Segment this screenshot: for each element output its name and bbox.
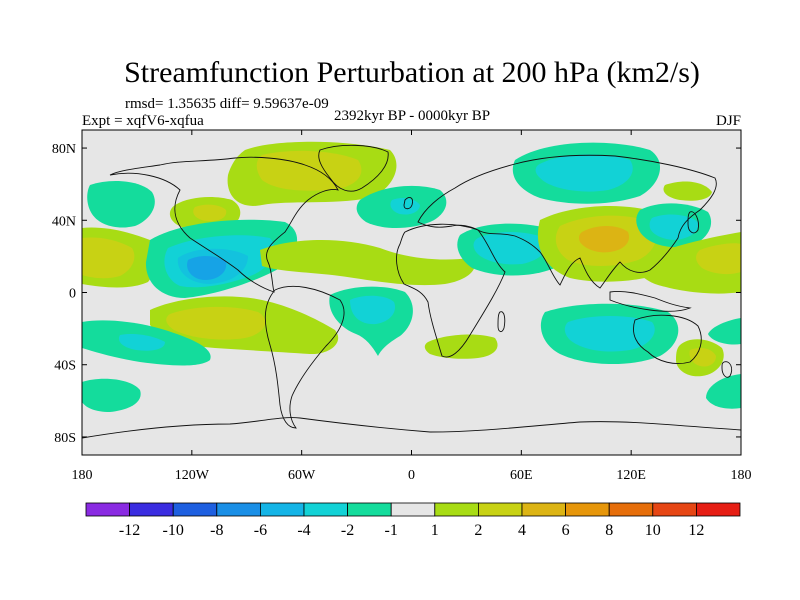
region-atl-positive <box>260 239 475 286</box>
colorbar-box <box>390 502 436 517</box>
experiment-label: Expt = xqfV6-xqfua <box>82 113 204 129</box>
colorbar-label: 2 <box>474 522 482 539</box>
colorbar-box <box>129 502 174 517</box>
colorbar-label: -8 <box>210 522 223 539</box>
colorbar-box <box>216 502 261 517</box>
axes: 180 120W 60W 0 60E 120E 180 80N 40N 0 40S 80S <box>52 130 752 483</box>
coast-madagascar <box>497 311 506 333</box>
coast-antarctica <box>82 417 741 439</box>
region-na-ridge-inner <box>256 150 362 191</box>
coast-greenland <box>318 144 389 192</box>
coast-eurasia <box>417 154 717 289</box>
colorbar-label: 6 <box>562 522 570 539</box>
region-sepac-positive-inner <box>166 306 266 340</box>
coastlines <box>82 144 741 439</box>
y-tick-label: 40S <box>54 359 76 374</box>
region-siberia-negative-inner <box>535 154 633 192</box>
region-cpac-positive-inner <box>82 237 135 279</box>
colorbar-label: -12 <box>119 522 140 539</box>
x-tick-label: 0 <box>408 468 415 483</box>
colorbar-label: -1 <box>385 522 398 539</box>
x-tick-label: 120W <box>175 468 210 483</box>
coast-africa <box>396 223 506 358</box>
season-label: DJF <box>716 113 741 129</box>
region-mideast-negative-inner <box>473 232 548 265</box>
colorbar-label: 4 <box>518 522 526 539</box>
colorbar-box <box>85 502 130 517</box>
stats-label: rmsd= 1.35635 diff= 9.59637e-09 <box>125 96 329 112</box>
chart-title: Streamfunction Perturbation at 200 hPa (… <box>124 56 700 89</box>
region-swpac-negative-south <box>706 374 741 409</box>
region-tasman-positive-inner <box>689 348 716 367</box>
region-na-positive-inner <box>193 204 227 222</box>
colorbar-box <box>565 502 610 517</box>
period-label: 2392kyr BP - 0000kyr BP <box>334 108 490 124</box>
region-spac-negative-inner <box>118 333 165 351</box>
colorbar-label: 1 <box>431 522 439 539</box>
colorbar-box <box>652 502 697 517</box>
x-tick-label: 60E <box>510 468 533 483</box>
colorbar-box <box>608 502 654 517</box>
colorbar-box <box>303 502 348 517</box>
colorbar-label: -4 <box>297 522 310 539</box>
colorbar-box <box>259 502 305 517</box>
region-npac-negative <box>87 180 155 228</box>
colorbar-label: 8 <box>605 522 613 539</box>
region-epac-negative-core2 <box>177 248 248 284</box>
colorbar-label: -10 <box>163 522 184 539</box>
region-swpac-negative-east <box>708 318 741 345</box>
y-tick-label: 0 <box>69 287 76 302</box>
region-wpac-positive-inner <box>696 243 741 275</box>
colorbar-label: 12 <box>688 522 704 539</box>
coast-uk <box>403 197 413 210</box>
coast-maritime-continent <box>609 291 692 312</box>
x-tick-label: 180 <box>72 468 93 483</box>
y-tick-label: 80N <box>52 142 76 157</box>
region-safrica-positive <box>424 334 498 359</box>
contour-fill <box>82 141 741 412</box>
coast-australia <box>633 314 702 364</box>
colorbar-box <box>521 502 566 517</box>
colorbar-box <box>347 502 392 517</box>
region-sio-negative-inner <box>564 316 655 352</box>
colorbar-box <box>477 502 523 517</box>
region-tibet-positive-core <box>578 226 630 253</box>
x-tick-label: 120E <box>616 468 646 483</box>
coast-new-zealand <box>721 361 733 378</box>
coast-japan <box>687 211 699 234</box>
x-tick-label: 180 <box>731 468 752 483</box>
colorbar-label: -2 <box>341 522 354 539</box>
colorbar: -12 -10 -8 -6 -4 -2 -1 1 2 4 6 8 10 12 <box>85 502 741 539</box>
coast-south-america <box>264 285 345 429</box>
y-tick-label: 40N <box>52 214 76 229</box>
x-tick-label: 60W <box>288 468 316 483</box>
region-satl-negative-inner <box>350 295 396 325</box>
colorbar-box <box>696 502 741 517</box>
y-tick-label: 80S <box>54 431 76 446</box>
colorbar-label: -6 <box>254 522 267 539</box>
colorbar-box <box>172 502 218 517</box>
region-wpac-positive <box>663 181 712 201</box>
region-socean-negative <box>82 378 141 412</box>
colorbar-box <box>434 502 479 517</box>
colorbar-label: 10 <box>645 522 661 539</box>
coast-north-america <box>109 156 339 293</box>
